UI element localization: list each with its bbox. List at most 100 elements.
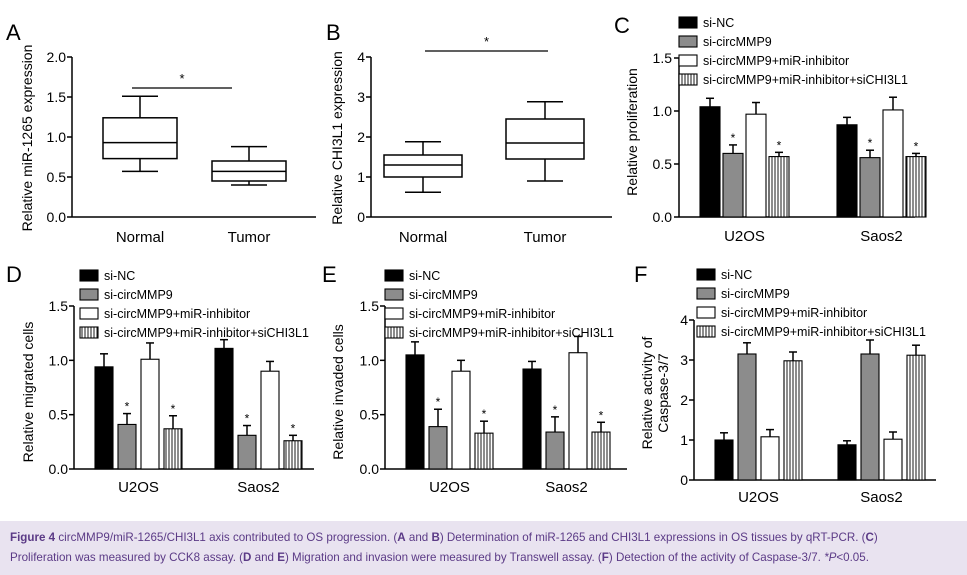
caption-and-1: and xyxy=(405,531,432,544)
panel-d-y-label: Relative migrated cells xyxy=(20,322,36,463)
figure-4-panels: A 0.0 0.5 1.0 1.5 2.0 Relative miR-1265 expres… xyxy=(6,13,936,506)
panel-c-y-tick-label: 0.0 xyxy=(653,209,673,225)
panel-c-legend-label: si-NC xyxy=(703,16,734,30)
panel-d-y-tick-label: 0.0 xyxy=(49,461,69,477)
bar-c-saos2-s3 xyxy=(882,109,904,218)
panel-a-category-label: Tumor xyxy=(228,229,271,246)
bar-c-u2os-s2 xyxy=(722,152,744,218)
bar-e-u2os-s2 xyxy=(428,426,448,470)
panel-e-legend-swatch xyxy=(384,288,404,301)
bar-e-significance-star: * xyxy=(599,408,604,422)
panel-f-legend-label: si-circMMP9+miR-inhibitor xyxy=(721,306,867,320)
bar-f-u2os-s3 xyxy=(760,436,780,481)
panel-b-y-tick-label: 2 xyxy=(357,129,365,145)
bar-e-u2os-s4 xyxy=(474,432,494,470)
caption-line-1: Figure 4 circMMP9/miR-1265/CHI3L1 axis c… xyxy=(10,528,957,548)
bar-c-significance-star: * xyxy=(868,136,873,150)
figure-caption: Figure 4 circMMP9/miR-1265/CHI3L1 axis c… xyxy=(0,521,967,575)
caption-p-note: *P xyxy=(824,551,837,564)
caption-title: circMMP9/miR-1265/CHI3L1 axis contribute… xyxy=(58,531,398,544)
box-b-iqr-normal xyxy=(383,154,463,178)
bar-c-saos2-s1 xyxy=(836,124,858,218)
panel-c-y-label: Relative proliferation xyxy=(624,68,640,196)
bar-e-significance-star: * xyxy=(482,407,487,421)
panel-c-y-tick-label: 0.5 xyxy=(653,156,673,172)
panel-d-y-tick-label: 1.0 xyxy=(49,352,69,368)
bar-c-saos2-s4 xyxy=(905,156,927,218)
caption-ref-c: C xyxy=(865,531,874,544)
panel-a-y-tick-label: 0.5 xyxy=(47,169,67,185)
panel-e-legend-swatch xyxy=(384,269,404,282)
bar-c-u2os-s3 xyxy=(745,113,767,218)
panel-e-y-tick-label: 1.0 xyxy=(360,352,380,368)
panel-b-y-tick-label: 3 xyxy=(357,89,365,105)
bar-d-u2os-s3 xyxy=(140,358,160,470)
caption-ref-d: D xyxy=(243,551,252,564)
caption-text-1: ) Determination of miR-1265 and CHI3L1 e… xyxy=(439,531,866,544)
panel-f-legend-label: si-circMMP9 xyxy=(721,287,790,301)
panel-e-letter: E xyxy=(322,262,337,287)
panel-d-legend-swatch xyxy=(79,326,99,339)
panel-a-y-tick-label: 1.0 xyxy=(47,129,67,145)
panel-e-y-tick-label: 1.5 xyxy=(360,298,380,314)
bar-f-saos2-s4 xyxy=(906,354,926,481)
panel-d-legend-swatch xyxy=(79,269,99,282)
panel-e-legend-label: si-NC xyxy=(409,269,440,283)
panel-e-legend-label: si-circMMP9+miR-inhibitor xyxy=(409,307,555,321)
panel-f: F 0 1 2 3 4 Relative activity of Caspase-3/7 si-… xyxy=(634,262,936,506)
panel-b-significance-star: * xyxy=(484,34,489,49)
bar-e-u2os-s1 xyxy=(405,354,425,470)
bar-e-significance-star: * xyxy=(553,403,558,417)
panel-e-legend-swatch xyxy=(384,326,404,339)
panel-e-legend-label: si-circMMP9 xyxy=(409,288,478,302)
bar-e-saos2-s3 xyxy=(568,352,588,470)
panel-f-y-tick-label: 2 xyxy=(680,392,688,408)
panel-d-legend-swatch xyxy=(79,307,99,320)
panel-c-legend-swatch xyxy=(678,73,698,86)
panel-a-y-label: Relative miR-1265 expression xyxy=(19,45,35,232)
panel-c-category-label: U2OS xyxy=(724,228,765,245)
panel-d-legend-label: si-NC xyxy=(104,269,135,283)
bar-d-u2os-s2 xyxy=(117,423,137,470)
bar-e-u2os-s3 xyxy=(451,370,471,470)
bar-c-saos2-s2 xyxy=(859,157,881,218)
panel-e-y-tick-label: 0.0 xyxy=(360,461,380,477)
panel-a-y-tick-label: 1.5 xyxy=(47,89,67,105)
bar-c-u2os-s1 xyxy=(699,106,721,218)
panel-e-y-tick-label: 0.5 xyxy=(360,407,380,423)
caption-line-2: Proliferation was measured by CCK8 assay… xyxy=(10,548,957,568)
caption-and-2: and xyxy=(251,551,278,564)
caption-ref-e: E xyxy=(277,551,285,564)
caption-ref-a: A xyxy=(397,531,406,544)
panel-b-y-tick-label: 4 xyxy=(357,49,365,65)
bar-f-u2os-s1 xyxy=(714,439,734,481)
panel-c-legend-swatch xyxy=(678,35,698,48)
bar-e-saos2-s2 xyxy=(545,431,565,470)
bar-f-saos2-s3 xyxy=(883,438,903,481)
panel-b-y-label: Relative CHI3L1 expression xyxy=(329,51,345,225)
bar-c-u2os-s4 xyxy=(768,156,790,218)
panel-b-category-label: Tumor xyxy=(524,229,567,246)
panel-f-y-tick-label: 3 xyxy=(680,352,688,368)
bar-e-significance-star: * xyxy=(436,395,441,409)
panel-d-legend-label: si-circMMP9+miR-inhibitor+siCHI3L1 xyxy=(104,326,309,340)
panel-b-category-label: Normal xyxy=(399,229,447,246)
box-a-iqr-normal xyxy=(102,117,178,160)
bar-f-saos2-s2 xyxy=(860,353,880,481)
panel-e-category-label: U2OS xyxy=(429,479,470,496)
bar-c-significance-star: * xyxy=(777,138,782,152)
bar-d-significance-star: * xyxy=(291,421,296,435)
bar-f-u2os-s2 xyxy=(737,353,757,481)
bar-e-saos2-s4 xyxy=(591,431,611,470)
panel-c-legend-swatch xyxy=(678,16,698,29)
panel-d-legend-label: si-circMMP9 xyxy=(104,288,173,302)
panel-d-y-tick-label: 1.5 xyxy=(49,298,69,314)
panel-f-legend-swatch xyxy=(696,325,716,338)
panel-a-y-tick-label: 0.0 xyxy=(47,209,67,225)
panel-f-legend-swatch xyxy=(696,287,716,300)
panel-e: E 0.0 0.5 1.0 1.5 Relative invaded cells si-NC… xyxy=(322,262,627,496)
panel-d-legend-label: si-circMMP9+miR-inhibitor xyxy=(104,307,250,321)
bar-c-significance-star: * xyxy=(914,139,919,153)
panel-d-legend-swatch xyxy=(79,288,99,301)
panel-a-category-label: Normal xyxy=(116,229,164,246)
